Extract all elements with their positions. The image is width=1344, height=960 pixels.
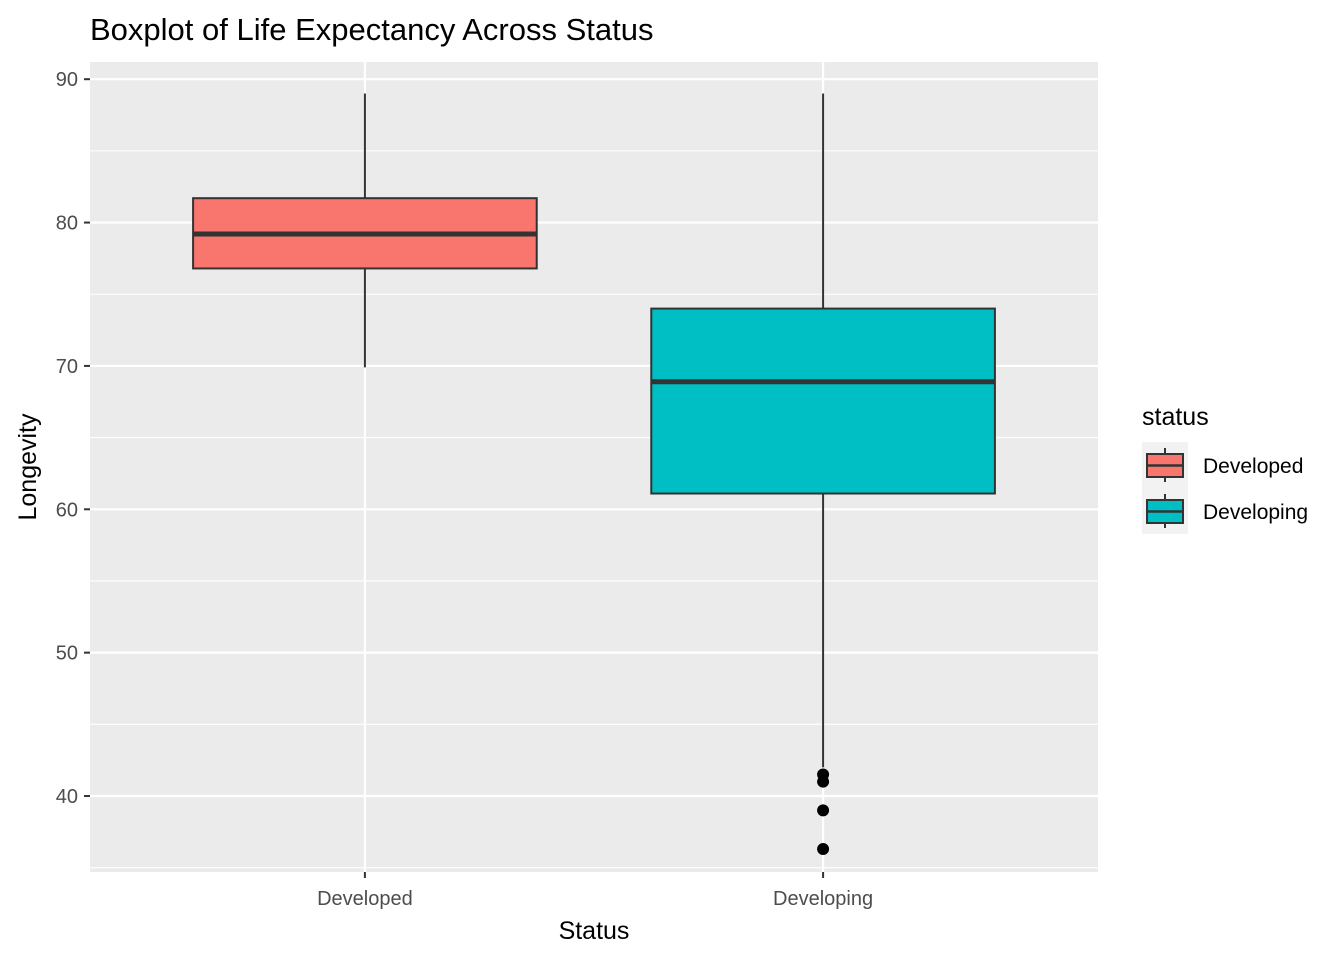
- y-axis: 40 50 60 70 80 90: [56, 69, 90, 808]
- outlier-point: [817, 843, 830, 856]
- y-tick-label: 60: [56, 499, 78, 521]
- y-tick-label: 50: [56, 643, 78, 665]
- y-tick-label: 40: [56, 786, 78, 808]
- box-developing: [650, 307, 996, 495]
- outlier-point: [817, 804, 830, 817]
- x-axis-title: Status: [559, 917, 630, 945]
- y-axis-title: Longevity: [14, 413, 42, 521]
- minor-gridlines: [90, 150, 1098, 869]
- x-axis: Developed Developing: [317, 872, 873, 910]
- legend: status Developed Developing: [1142, 403, 1308, 534]
- y-tick-label: 80: [56, 213, 78, 235]
- boxes-layer: [192, 93, 996, 856]
- legend-title: status: [1142, 403, 1209, 431]
- chart-title: Boxplot of Life Expectancy Across Status: [90, 12, 653, 47]
- legend-label-developed: Developed: [1203, 455, 1303, 478]
- outlier-point: [817, 775, 830, 788]
- y-tick-label: 70: [56, 356, 78, 378]
- legend-label-developing: Developing: [1203, 501, 1308, 524]
- x-tick-label: Developed: [317, 888, 413, 910]
- x-tick-label: Developing: [773, 888, 873, 910]
- y-tick-label: 90: [56, 69, 78, 91]
